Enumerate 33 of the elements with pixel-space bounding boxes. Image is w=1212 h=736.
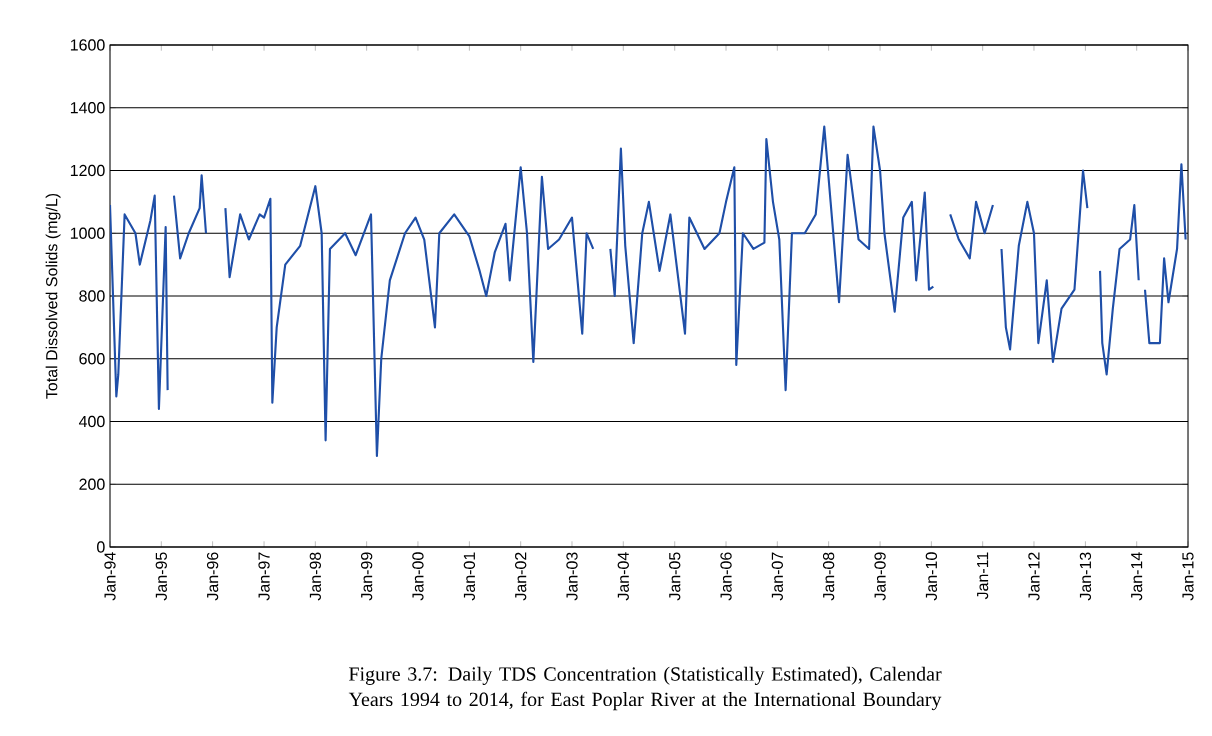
y-tick-label: 1200 (70, 164, 105, 177)
x-tick-label: Jan-94 (104, 552, 116, 601)
y-tick-label: 400 (78, 415, 105, 428)
x-tick-label: Jan-14 (1131, 552, 1143, 601)
x-tick-label: Jan-95 (155, 552, 167, 601)
x-tick-label: Jan-99 (360, 552, 373, 601)
x-tick-label: Jan-08 (822, 552, 835, 601)
x-tick-label: Jan-00 (412, 552, 424, 601)
x-tick-label: Jan-12 (1028, 552, 1040, 601)
x-tick-label: Jan-11 (977, 552, 989, 600)
x-tick-label: Jan-04 (617, 552, 629, 601)
x-tick-label: Jan-97 (258, 552, 270, 601)
x-tick-label: Jan-01 (463, 552, 476, 601)
y-tick-label: 0 (97, 541, 105, 553)
x-tick-label: Jan-09 (874, 552, 886, 601)
x-tick-label: Jan-06 (720, 552, 732, 601)
x-tick-label: Jan-96 (206, 552, 219, 601)
x-tick-label: Jan-07 (771, 552, 783, 601)
x-tick-label: Jan-98 (309, 552, 321, 601)
y-axis-title: Total Dissolved Solids (mg/L) (45, 193, 61, 399)
caption: Figure 3.7: Daily TDS Concentration (Statistically Estimated), Calendar Years 1994 to 2014, for East Poplar River at the International Boundary (348, 666, 942, 711)
x-tick-label: Jan-13 (1079, 552, 1092, 601)
x-tick-label: Jan-03 (566, 552, 578, 601)
x-tick-label: Jan-10 (925, 552, 938, 601)
y-tick-label: 1600 (70, 39, 105, 51)
y-tick-label: 1400 (70, 102, 105, 114)
x-tick-label: Jan-05 (669, 552, 681, 601)
x-tick-label: Jan-15 (1182, 552, 1194, 601)
y-tick-label: 600 (79, 353, 105, 365)
x-tick-label: Jan-02 (515, 552, 527, 601)
y-tick-label: 200 (79, 478, 105, 490)
y-tick-label: 800 (79, 290, 105, 302)
y-tick-label: 1000 (70, 227, 105, 239)
